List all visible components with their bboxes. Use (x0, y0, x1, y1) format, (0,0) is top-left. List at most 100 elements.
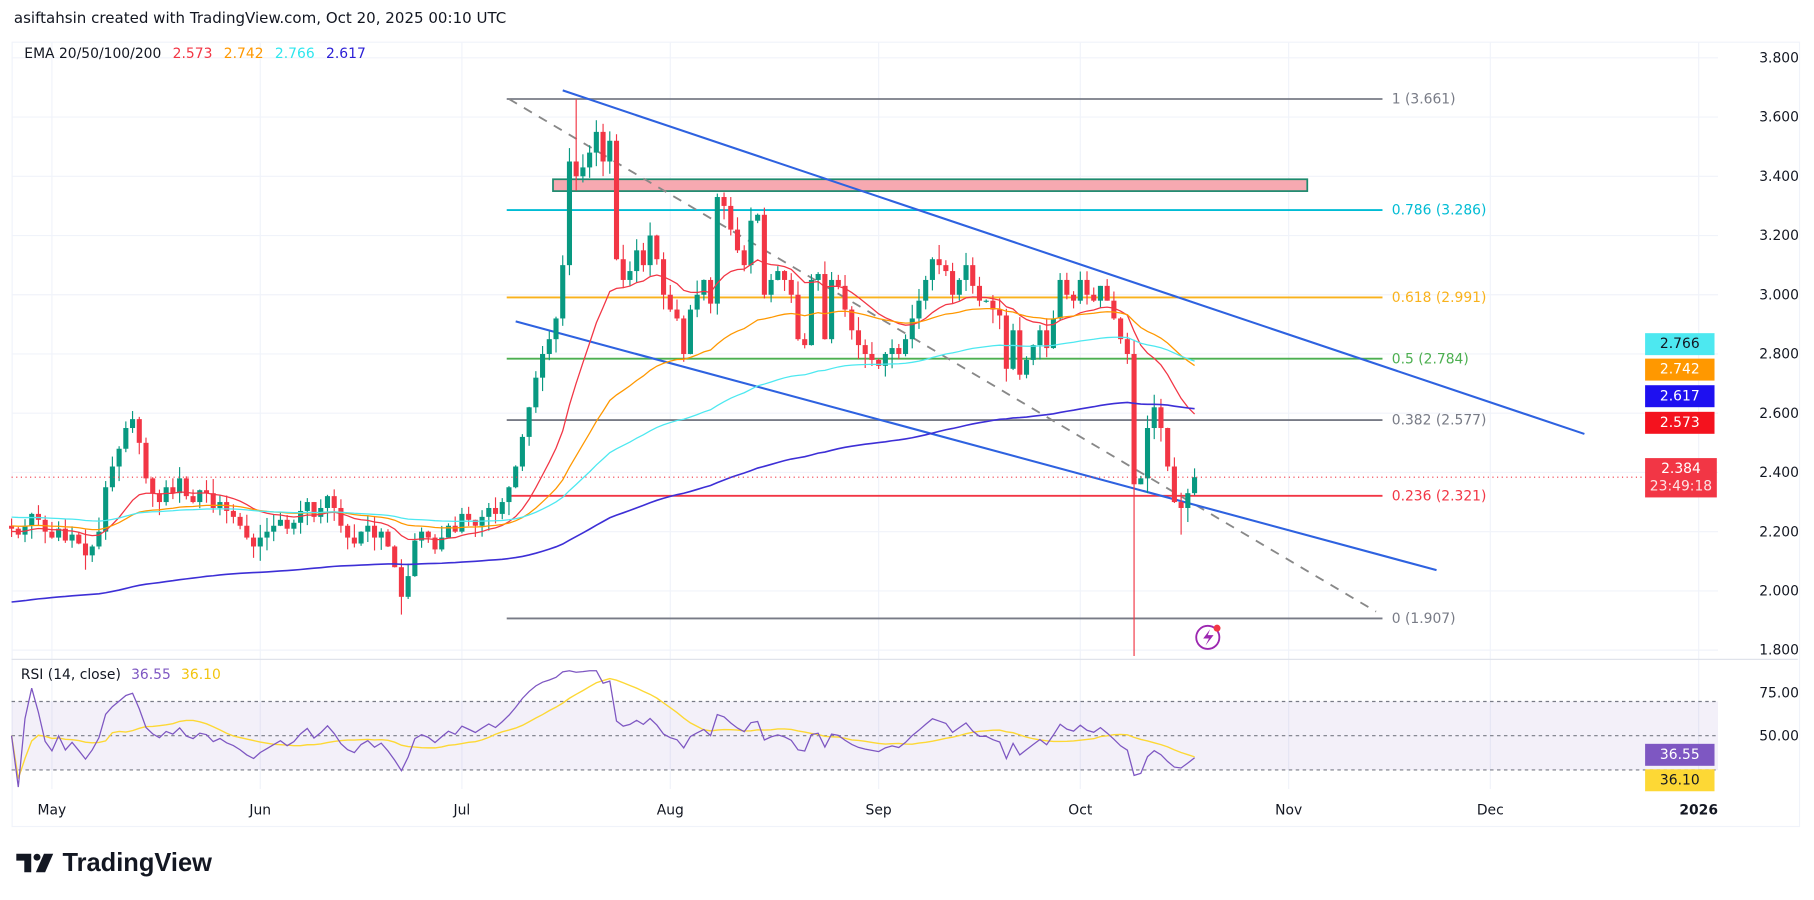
rsi-legend-title: RSI (14, close) (20, 666, 121, 683)
ema200-value: 2.617 (326, 45, 366, 62)
candle (755, 213, 761, 224)
candle-body (896, 348, 902, 354)
candle (513, 465, 519, 489)
candle-body (721, 197, 727, 206)
rsi-legend[interactable]: RSI (14, close) 36.55 36.10 (21, 666, 227, 682)
last-price: 2.384 (1661, 460, 1701, 477)
candle-body (62, 528, 68, 541)
candle-body (788, 279, 794, 295)
candle-body (808, 279, 814, 346)
candle (976, 276, 983, 307)
time-tick-label: Jun (248, 802, 271, 818)
candle-body (29, 513, 35, 526)
candle (1118, 317, 1124, 344)
candle-body (560, 265, 566, 319)
candle (96, 517, 102, 550)
candle (15, 526, 21, 539)
candle (56, 521, 62, 542)
candle-body (492, 507, 499, 514)
candle-body (963, 265, 969, 280)
time-tick-label: Nov (1275, 802, 1302, 818)
candle-body (902, 339, 909, 354)
candle (546, 331, 552, 361)
candle-body (573, 161, 579, 177)
candle (607, 131, 613, 174)
candle (687, 304, 693, 355)
candle (1077, 271, 1083, 304)
candle (795, 281, 801, 341)
candle (1097, 285, 1104, 308)
candle-body (412, 540, 418, 577)
candle (956, 278, 962, 301)
candle-body (822, 274, 828, 340)
candle-body (519, 436, 525, 467)
candle-body (741, 250, 747, 266)
candle (284, 515, 290, 535)
attribution: asiftahsin created with TradingView.com,… (13, 10, 507, 28)
candle-body (203, 490, 210, 494)
ema20-price-tag: 2.573 (1645, 411, 1715, 434)
candle (802, 333, 808, 349)
candle-body (271, 525, 277, 532)
candle-body (654, 235, 660, 260)
candle (862, 339, 868, 368)
candle-body (755, 214, 761, 221)
time-tick-label: Sep (866, 802, 892, 818)
candle-body (419, 531, 425, 541)
candle-body (734, 229, 741, 251)
fib-level-label: 0.236 (2.321) (1392, 488, 1487, 504)
ema-legend-title: EMA 20/50/100/200 (24, 45, 162, 62)
candle-body (855, 330, 862, 346)
candle (398, 559, 404, 615)
candle-body (250, 537, 257, 547)
candle-body (123, 428, 129, 449)
candle (378, 528, 384, 550)
candle-body (923, 279, 929, 301)
candle-body (943, 265, 949, 272)
candle (89, 544, 95, 562)
candle-body (304, 502, 310, 511)
candle (472, 519, 478, 537)
rsi-band (11, 701, 1718, 770)
ema-legend[interactable]: EMA 20/50/100/200 2.573 2.742 2.766 2.61… (24, 45, 372, 61)
candle-body (130, 419, 136, 429)
candle-body (526, 407, 532, 437)
price-tick-label: 2.200 (1759, 524, 1799, 540)
ema100-price-tag: 2.766 (1645, 333, 1715, 356)
candle (943, 260, 949, 277)
candle-body (1077, 279, 1083, 301)
candle-body (916, 300, 922, 319)
lightning-alert-icon[interactable] (1195, 624, 1221, 650)
candle-body (889, 348, 895, 354)
candle (1010, 323, 1016, 371)
candle-body (22, 525, 28, 535)
candle-body (1178, 502, 1184, 508)
candle-body (103, 487, 109, 532)
candle-body (1131, 353, 1137, 485)
tradingview-logo-icon (16, 853, 54, 873)
candle (264, 517, 270, 551)
candle (647, 222, 653, 276)
candle (1050, 310, 1056, 349)
candle (203, 480, 210, 503)
tradingview-logo[interactable]: TradingView (16, 848, 212, 878)
candle (923, 275, 929, 310)
candle-body (499, 502, 505, 514)
candle (432, 534, 438, 554)
candle (419, 527, 425, 548)
ema20-line (11, 259, 1196, 541)
candle (1017, 317, 1023, 380)
candle (822, 261, 828, 340)
fib-level-label: 0.382 (2.577) (1392, 413, 1487, 429)
candle (681, 315, 687, 362)
candle-body (1030, 345, 1036, 360)
candle-body (150, 478, 156, 494)
time-tick-label: 2026 (1679, 802, 1718, 818)
candle (439, 525, 445, 552)
candle (593, 120, 599, 167)
candle (9, 518, 15, 538)
candle (936, 244, 942, 275)
candle (76, 532, 82, 545)
